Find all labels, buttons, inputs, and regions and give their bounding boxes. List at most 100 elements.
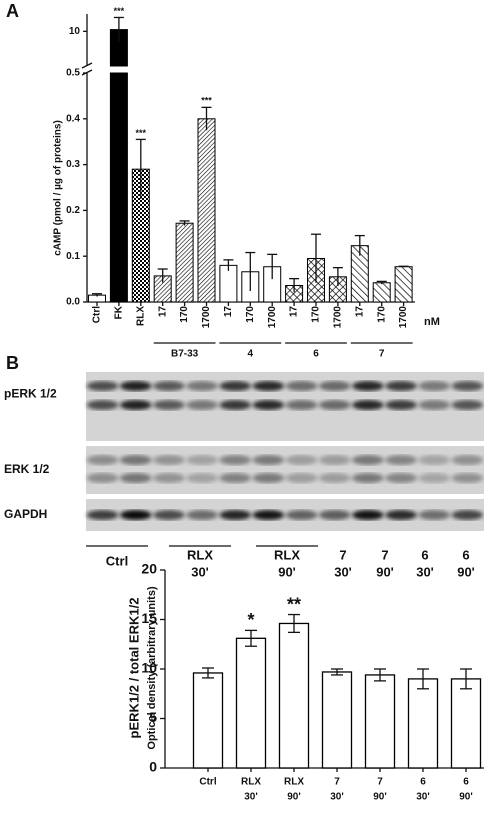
- blot-band: [119, 455, 152, 465]
- x-tick-label: 90': [459, 792, 473, 803]
- lane-label: 6: [421, 547, 428, 562]
- x-tick-label: 7: [334, 777, 340, 788]
- blot-band: [451, 473, 484, 483]
- bar: [394, 266, 413, 303]
- blot-strip: [86, 372, 484, 441]
- blot-row-label: GAPDH: [4, 507, 47, 521]
- x-tick-label: Ctrl: [92, 306, 103, 323]
- y-tick-label: 0.1: [66, 251, 80, 262]
- blot-band: [252, 510, 285, 520]
- x-tick-label: FK: [114, 305, 125, 319]
- x-tick-label: 6: [420, 777, 426, 788]
- y-axis-label: Optical density (arbitrary units): [146, 586, 158, 750]
- bar: [109, 72, 128, 303]
- bar: [450, 678, 482, 769]
- y-tick-label: 20: [141, 561, 157, 577]
- bar: [278, 622, 310, 769]
- blot-band: [385, 455, 418, 465]
- blot-band: [451, 510, 484, 520]
- unit-label: nM: [424, 316, 440, 328]
- blot-band: [186, 510, 219, 520]
- x-tick-label: 170: [311, 306, 322, 323]
- blot-band: [285, 510, 318, 520]
- panel-label: A: [6, 1, 19, 21]
- y-tick-label: 0.3: [66, 159, 80, 170]
- y-axis-label: pERK1/2 / total ERK1/2: [126, 598, 141, 739]
- lane-label: Ctrl: [106, 553, 128, 568]
- lane-label: 30': [416, 564, 434, 579]
- y-tick-label: 10: [141, 660, 157, 676]
- significance: ***: [114, 6, 125, 16]
- blot-band: [351, 381, 384, 391]
- bar: [192, 672, 224, 769]
- bar: [364, 674, 396, 769]
- blot-band: [385, 381, 418, 391]
- blot-band: [318, 455, 351, 465]
- blot-band: [385, 510, 418, 520]
- blot-band: [152, 381, 185, 391]
- y-axis-label: cAMP (pmol / µg of proteins): [53, 120, 64, 256]
- blot-band: [119, 473, 152, 483]
- y-tick-label: 0.2: [66, 205, 80, 216]
- blot-band: [119, 381, 152, 391]
- blot-band: [318, 473, 351, 483]
- x-tick-label: 30': [416, 792, 430, 803]
- x-tick-label: 1700: [333, 306, 344, 329]
- blot-band: [119, 400, 152, 410]
- blot-band: [351, 510, 384, 520]
- blot-band: [186, 400, 219, 410]
- blot-band: [86, 400, 119, 410]
- y-tick-label: 0.4: [66, 113, 80, 124]
- blot-band: [285, 381, 318, 391]
- bar: [321, 671, 353, 769]
- blot-band: [385, 473, 418, 483]
- blot-band: [152, 455, 185, 465]
- blot-band: [418, 455, 451, 465]
- blot-band: [152, 510, 185, 520]
- blot-band: [252, 473, 285, 483]
- x-tick-label: 170: [376, 306, 387, 323]
- blot-band: [219, 473, 252, 483]
- blot-band: [86, 510, 119, 520]
- x-tick-label: 17: [289, 306, 300, 318]
- lane-label: 30': [334, 564, 352, 579]
- lane-label: RLX: [274, 547, 300, 562]
- x-tick-label: 90': [287, 792, 301, 803]
- x-tick-label: RLX: [284, 777, 304, 788]
- blot-band: [285, 400, 318, 410]
- blot-band: [252, 455, 285, 465]
- axis-break: [81, 62, 93, 69]
- blot-band: [385, 400, 418, 410]
- lane-label: 30': [191, 564, 209, 579]
- x-tick-label: 90': [373, 792, 387, 803]
- y-tick-label: 0.5: [66, 68, 80, 79]
- x-tick-label: RLX: [135, 306, 146, 326]
- bar: [235, 637, 267, 769]
- bar: [372, 282, 391, 303]
- blot-band: [152, 473, 185, 483]
- blot-band: [285, 473, 318, 483]
- x-tick-label: RLX: [241, 777, 261, 788]
- group-label: 7: [379, 349, 385, 360]
- blot-band: [219, 381, 252, 391]
- blot-band: [119, 510, 152, 520]
- y-tick-label: 5: [149, 709, 157, 725]
- blot-band: [186, 473, 219, 483]
- x-tick-label: 170: [245, 306, 256, 323]
- y-tick-label: 0: [149, 759, 157, 775]
- blot-band: [252, 381, 285, 391]
- group-label: 4: [248, 349, 254, 360]
- x-tick-label: 1700: [267, 306, 278, 329]
- blot-band: [285, 455, 318, 465]
- panel-label: B: [6, 353, 19, 373]
- blot-band: [252, 400, 285, 410]
- western-blot: pERK 1/2 ERK 1/2 GAPDH: [4, 372, 484, 531]
- lane-label: 90': [457, 564, 475, 579]
- blot-band: [318, 381, 351, 391]
- significance: *: [247, 610, 254, 630]
- lane-label: 6: [462, 547, 469, 562]
- blot-strip: [86, 446, 484, 494]
- x-tick-label: 17: [223, 306, 234, 318]
- blot-band: [219, 455, 252, 465]
